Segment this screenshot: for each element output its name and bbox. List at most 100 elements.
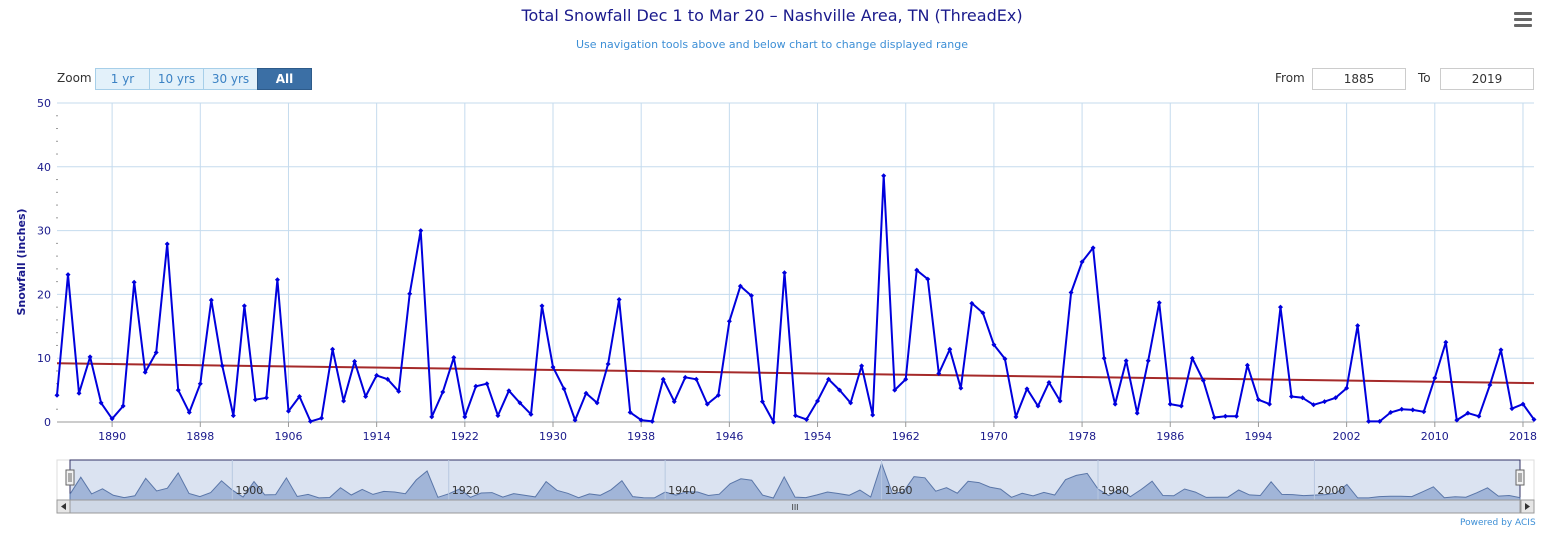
trend-line: [56, 362, 1535, 385]
y-tick-label: 10: [37, 352, 51, 365]
scrollbar-grip-icon: III: [791, 503, 798, 512]
data-point: [1388, 409, 1394, 415]
data-point: [1465, 410, 1471, 416]
data-point: [693, 376, 699, 382]
data-point: [1344, 385, 1350, 391]
x-tick-label: 1906: [274, 430, 302, 443]
data-point: [363, 393, 369, 399]
data-point: [385, 376, 391, 382]
data-point: [1443, 339, 1449, 345]
data-point: [396, 388, 402, 394]
data-point: [374, 372, 380, 378]
data-point: [274, 277, 280, 283]
data-point: [1255, 397, 1261, 403]
data-point: [1079, 259, 1085, 265]
snowfall-series-line: [56, 174, 1535, 423]
x-tick-label: 1970: [980, 430, 1008, 443]
data-point: [1167, 401, 1173, 407]
range-from-input[interactable]: 1885: [1312, 68, 1406, 90]
data-point: [1498, 347, 1504, 353]
data-point: [1068, 289, 1074, 295]
y-tick-label: 40: [37, 161, 51, 174]
data-point: [1013, 414, 1019, 420]
x-tick-label: 2002: [1333, 430, 1361, 443]
data-point: [1410, 407, 1416, 413]
data-point: [1366, 418, 1372, 424]
data-point: [1233, 413, 1239, 419]
zoom-10yrs-button[interactable]: 10 yrs: [149, 68, 204, 90]
data-point: [1244, 362, 1250, 368]
data-point: [1487, 382, 1493, 388]
chevron-right-icon: [1525, 503, 1530, 510]
data-point: [627, 409, 633, 415]
data-point: [848, 400, 854, 406]
data-point: [473, 383, 479, 389]
data-point: [1476, 413, 1482, 419]
data-point: [1134, 410, 1140, 416]
data-point: [980, 310, 986, 316]
data-point: [660, 376, 666, 382]
data-point: [1333, 395, 1339, 401]
data-point: [616, 297, 622, 303]
data-point: [65, 272, 71, 278]
data-point: [682, 374, 688, 380]
data-point: [1145, 358, 1151, 364]
navigator-year-label: 1920: [452, 484, 480, 497]
data-point: [1046, 379, 1052, 385]
data-point: [1531, 416, 1537, 422]
chart-subtitle: Use navigation tools above and below cha…: [575, 38, 969, 51]
navigator-year-label: 1940: [668, 484, 696, 497]
zoom-1yr-button[interactable]: 1 yr: [95, 68, 150, 90]
data-point: [186, 409, 192, 415]
navigator[interactable]: 1900 1920 1940 1960 1980 2000 III: [56, 459, 1535, 514]
navigator-right-handle[interactable]: [1515, 469, 1525, 486]
data-point: [550, 364, 556, 370]
data-point: [407, 291, 413, 297]
data-point: [704, 401, 710, 407]
navigator-scrollbar[interactable]: III: [56, 499, 1535, 514]
data-point: [1101, 355, 1107, 361]
data-point: [296, 393, 302, 399]
y-tick-label: 20: [37, 288, 51, 301]
data-point: [153, 349, 159, 355]
data-point: [583, 390, 589, 396]
range-to-input[interactable]: 2019: [1440, 68, 1534, 90]
zoom-all-button[interactable]: All: [257, 68, 312, 90]
data-point: [76, 390, 82, 396]
data-point: [219, 363, 225, 369]
trend-layer: [56, 362, 1535, 385]
axis-layer: 0 10 20 30 40 50 1890 1898 1906 1914 1922 1930 1938 1…: [37, 97, 1537, 443]
data-point: [208, 297, 214, 303]
data-point: [429, 414, 435, 420]
data-point: [1377, 418, 1383, 424]
data-point: [142, 369, 148, 375]
data-point: [1355, 323, 1361, 329]
data-point: [418, 228, 424, 234]
navigator-left-handle[interactable]: [65, 469, 75, 486]
data-point: [969, 300, 975, 306]
data-point: [330, 346, 336, 352]
data-point: [1509, 406, 1515, 412]
x-tick-label: 1994: [1244, 430, 1272, 443]
data-point: [539, 303, 545, 309]
y-tick-label: 30: [37, 225, 51, 238]
data-point: [1266, 401, 1272, 407]
data-point: [175, 387, 181, 393]
data-point: [903, 376, 909, 382]
data-point: [991, 342, 997, 348]
data-point: [759, 399, 765, 405]
powered-by-credit[interactable]: Powered by ACIS: [1460, 518, 1536, 528]
data-point: [914, 267, 920, 273]
data-point: [815, 398, 821, 404]
data-point: [1211, 415, 1217, 421]
navigator-area: [69, 461, 1521, 501]
data-point: [440, 389, 446, 395]
data-point: [495, 413, 501, 419]
data-point: [451, 355, 457, 361]
handle-body: [65, 469, 75, 486]
data-point: [870, 412, 876, 418]
data-point: [737, 283, 743, 289]
data-point: [54, 392, 60, 398]
data-point: [781, 270, 787, 276]
hamburger-menu-icon[interactable]: [1512, 12, 1534, 32]
